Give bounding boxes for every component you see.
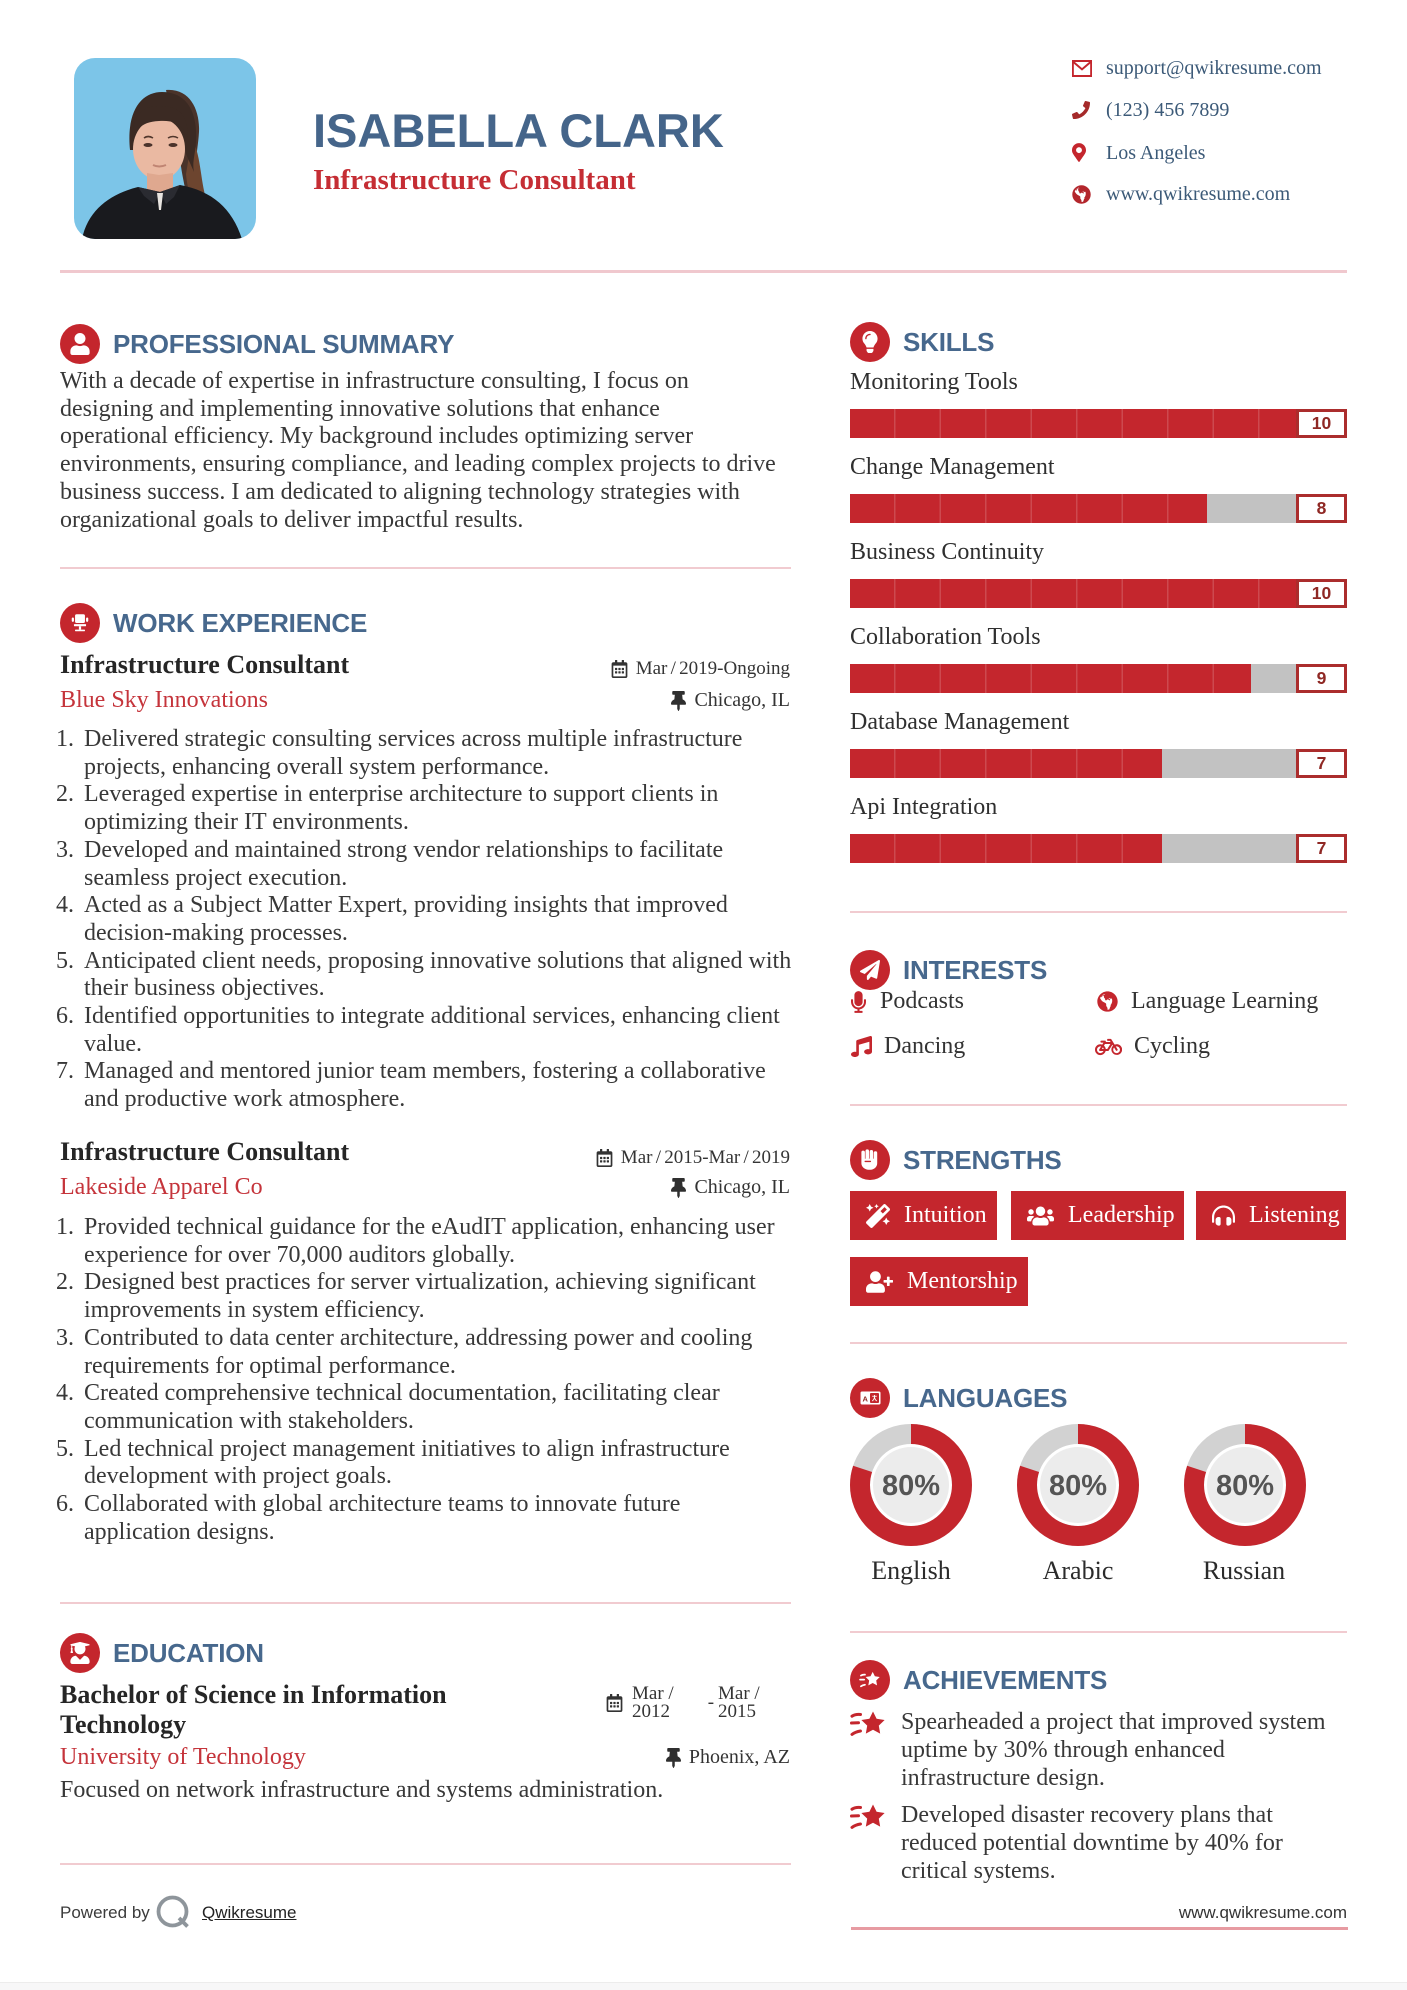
svg-text:80%: 80%	[1049, 1470, 1107, 1502]
svg-text:80%: 80%	[1216, 1470, 1274, 1502]
svg-text:A: A	[862, 1395, 868, 1404]
svg-text:80%: 80%	[882, 1470, 940, 1502]
